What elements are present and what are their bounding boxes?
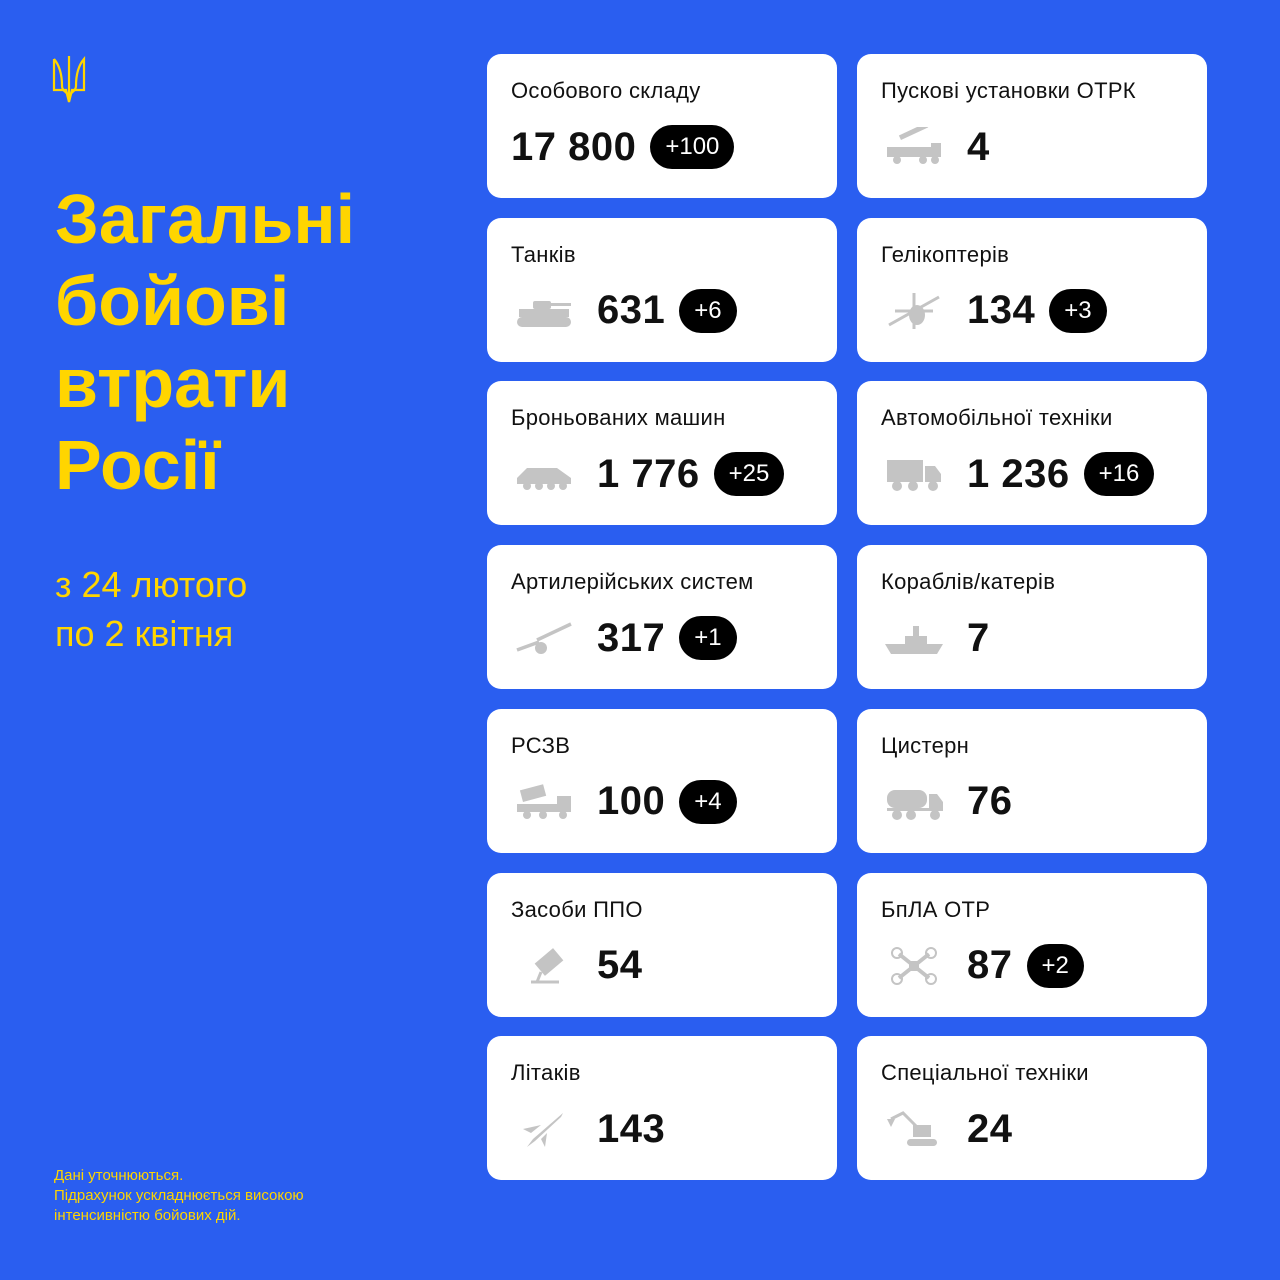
stat-row: 134 +3	[881, 286, 1107, 336]
stat-label: РСЗВ	[511, 732, 571, 758]
daily-change-badge: +4	[679, 779, 737, 824]
stat-row: 7	[881, 613, 990, 663]
stat-label: Спеціальної техніки	[881, 1060, 1089, 1086]
stat-card: Спеціальної техніки 24	[857, 1036, 1207, 1181]
stat-label: Броньованих машин	[511, 405, 726, 431]
tank-icon	[511, 289, 577, 333]
stat-row: 143	[511, 1104, 665, 1154]
stat-card: Літаків 143	[487, 1036, 837, 1181]
tanker-truck-icon	[881, 780, 947, 824]
page-title: Загальні бойові втрати Росії	[55, 178, 355, 506]
stat-row: 1 236 +16	[881, 449, 1155, 499]
stat-value: 1 776	[597, 451, 700, 496]
footnote-line: Дані уточнюються.	[54, 1167, 184, 1184]
stat-label: Засоби ППО	[511, 896, 643, 922]
stat-card: Засоби ППО 54	[487, 872, 837, 1017]
drone-icon	[881, 944, 947, 988]
stat-row: 1 776 +25	[511, 449, 785, 499]
stat-value: 87	[967, 943, 1013, 987]
stat-label: Танків	[511, 241, 576, 267]
stat-row: 54	[511, 941, 643, 991]
ship-icon	[881, 616, 947, 660]
stat-card: БпЛА ОТР 87 +2	[857, 872, 1207, 1017]
footnote-line: інтенсивністю бойових дій.	[54, 1207, 241, 1224]
daily-change-badge: +6	[679, 288, 737, 333]
stat-value: 631	[597, 288, 666, 333]
stat-card: РСЗВ 100 +4	[487, 708, 837, 853]
title-line: бойові	[55, 262, 290, 340]
stat-card: Гелікоптерів 134 +3	[857, 217, 1207, 362]
stat-row: 17 800 +100	[511, 122, 735, 172]
stat-value: 134	[967, 288, 1036, 333]
stat-value: 100	[597, 779, 666, 824]
stat-label: БпЛА ОТР	[881, 896, 991, 922]
daily-change-badge: +100	[650, 125, 735, 169]
air-defense-icon	[511, 944, 577, 988]
footnote-line: Підрахунок ускладнюється високою	[54, 1187, 304, 1204]
date-range-line: по 2 квітня	[55, 613, 234, 654]
jet-icon	[511, 1107, 577, 1151]
stat-label: Літаків	[511, 1060, 581, 1086]
stat-value: 1 236	[967, 451, 1070, 496]
stat-label: Особового складу	[511, 78, 701, 103]
helicopter-icon	[881, 289, 947, 333]
stat-value: 76	[967, 779, 1013, 824]
stat-card: Танків 631 +6	[487, 217, 837, 362]
stat-value: 317	[597, 615, 666, 660]
stat-value: 17 800	[511, 124, 637, 169]
date-range: з 24 лютого по 2 квітня	[55, 560, 247, 658]
stat-card: Броньованих машин 1 776 +25	[487, 381, 837, 526]
stat-label: Цистерн	[881, 732, 970, 758]
title-line: Загальні	[55, 180, 356, 258]
stat-value: 143	[597, 1106, 666, 1151]
stat-label: Автомобільної техніки	[881, 405, 1113, 431]
stat-value: 4	[967, 124, 990, 169]
stat-card: Кораблів/катерів 7	[857, 545, 1207, 690]
footnote: Дані уточнюються. Підрахунок ускладнюєть…	[54, 1166, 304, 1226]
stat-row: 100 +4	[511, 777, 737, 827]
daily-change-badge: +2	[1026, 943, 1084, 988]
stat-row: 87 +2	[881, 941, 1084, 991]
daily-change-badge: +16	[1083, 452, 1155, 497]
stat-row: 4	[881, 122, 990, 172]
stat-label: Пускові установки ОТРК	[881, 78, 1136, 103]
daily-change-badge: +3	[1049, 288, 1107, 333]
stat-row: 631 +6	[511, 286, 737, 336]
stat-card: Особового складу 17 800 +100	[487, 54, 837, 198]
mlrs-icon	[511, 780, 577, 824]
stat-row: 317 +1	[511, 613, 737, 663]
stat-value: 24	[967, 1106, 1013, 1151]
stat-card: Автомобільної техніки 1 236 +16	[857, 381, 1207, 526]
stat-row: 76	[881, 777, 1013, 827]
stat-card: Пускові установки ОТРК 4	[857, 54, 1207, 198]
stat-card: Цистерн 76	[857, 708, 1207, 853]
stat-value: 54	[597, 943, 643, 987]
stat-label: Артилерійських систем	[511, 569, 754, 595]
stat-value: 7	[967, 615, 990, 660]
daily-change-badge: +25	[713, 452, 785, 497]
trident-icon	[52, 56, 86, 103]
title-line: Росії	[55, 426, 220, 504]
daily-change-badge: +1	[679, 616, 737, 661]
artillery-icon	[511, 616, 577, 660]
stat-card: Артилерійських систем 317 +1	[487, 545, 837, 690]
missile-launcher-icon	[881, 125, 947, 169]
stat-row: 24	[881, 1104, 1013, 1154]
excavator-icon	[881, 1107, 947, 1151]
date-range-line: з 24 лютого	[55, 564, 248, 605]
stat-label: Кораблів/катерів	[881, 569, 1056, 595]
stat-label: Гелікоптерів	[881, 241, 1010, 267]
armored-vehicle-icon	[511, 452, 577, 496]
truck-icon	[881, 452, 947, 496]
title-line: втрати	[55, 344, 291, 422]
